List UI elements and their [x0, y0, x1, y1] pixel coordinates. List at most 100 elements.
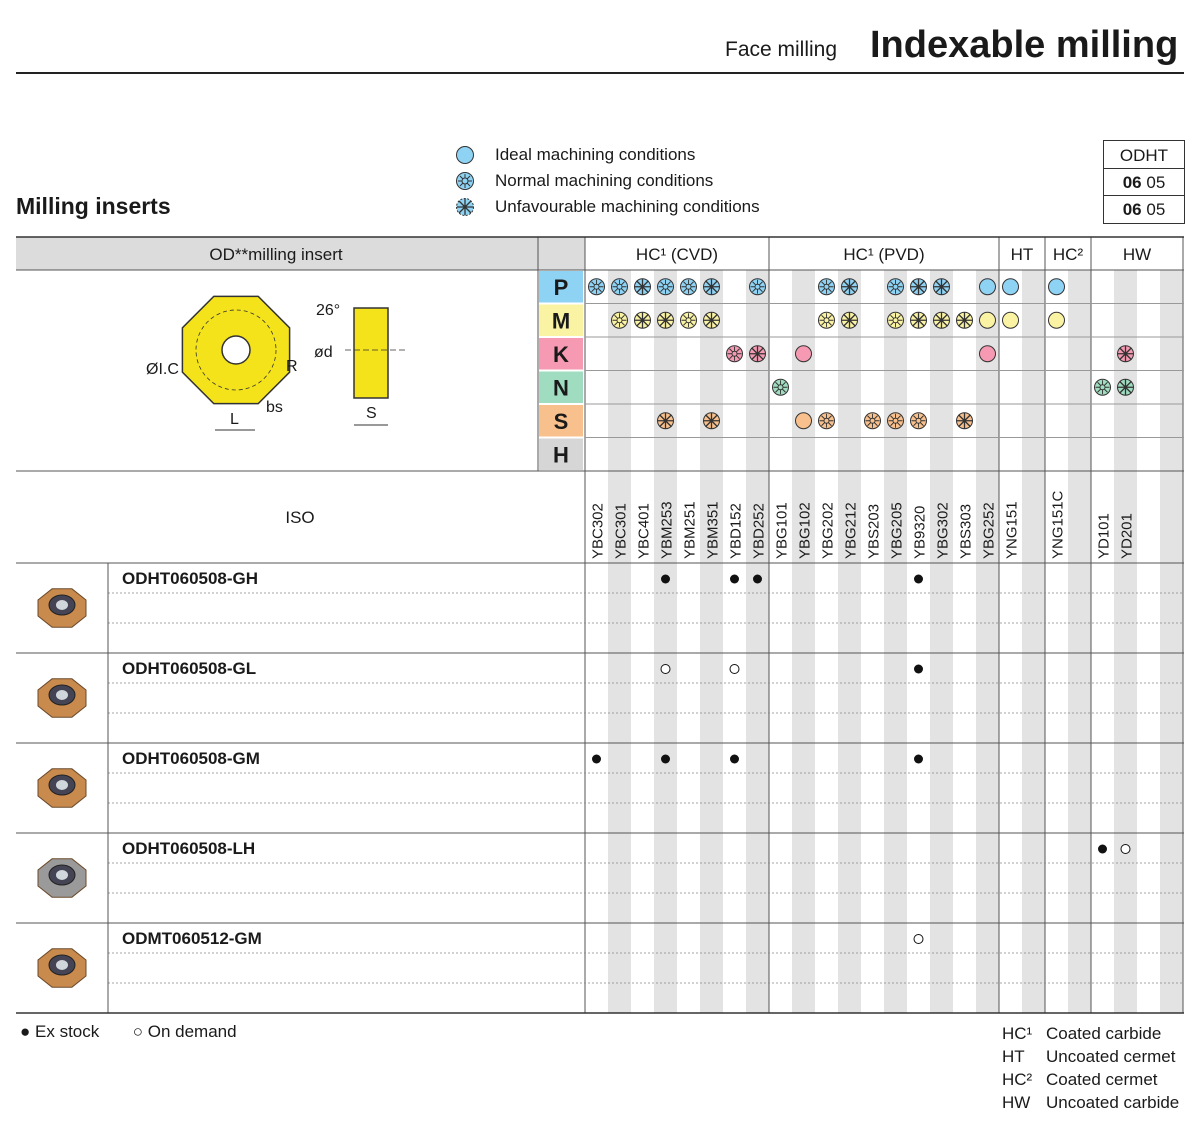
material-cell: [539, 438, 583, 470]
ex-stock-dot: [661, 754, 670, 764]
suitability-normal: [657, 278, 674, 296]
column-stripe: [1114, 270, 1137, 1013]
bore-label: ød: [314, 344, 333, 361]
odht-divider: [1104, 168, 1184, 169]
suitability-normal: [818, 278, 835, 296]
material-letter: H: [553, 442, 569, 467]
odht-row-1-bold: 06: [1122, 173, 1142, 192]
ex-stock-icon: ●: [20, 1022, 31, 1041]
abbr-row: HC¹ Coated carbide: [1002, 1024, 1179, 1047]
column-stripe: [838, 270, 861, 1013]
insert-circle: [195, 309, 277, 391]
suitability-unfav: [1117, 345, 1134, 363]
suitability-normal: [611, 278, 628, 296]
insert-thumbnail-hole: [56, 780, 68, 790]
column-stripe: [1160, 270, 1183, 1013]
grade-label: YBS303: [958, 504, 975, 559]
grade-label: YNG151C: [1050, 490, 1067, 559]
odht-size-box: ODHT 06 05 06 05: [1103, 140, 1185, 224]
grade-label: YB9320: [912, 506, 929, 559]
odht-row-1: 06 05: [1104, 173, 1184, 193]
product-name: ODHT060508-GL: [122, 659, 256, 678]
abbr-value: Uncoated cermet: [1046, 1047, 1176, 1066]
suitability-unfav: [634, 278, 651, 296]
column-stripe: [884, 270, 907, 1013]
insert-side: [353, 307, 389, 399]
abbr-key: HT: [1002, 1047, 1025, 1066]
ex-stock-label: Ex stock: [35, 1022, 100, 1041]
grade-label: YBG212: [843, 502, 860, 559]
ex-stock-dot: [1098, 844, 1107, 854]
legend-label: Ideal machining conditions: [495, 145, 696, 164]
column-stripe: [1022, 270, 1045, 1013]
suitability-normal: [1094, 378, 1111, 396]
abbr-row: HT Uncoated cermet: [1002, 1047, 1179, 1070]
grade-label: YBC401: [636, 503, 653, 559]
insert-thumbnail-hole: [56, 600, 68, 610]
product-name: ODHT060508-LH: [122, 839, 255, 858]
grade-label: YBG101: [774, 502, 791, 559]
suitability-unfav: [933, 278, 950, 296]
grade-label: YBC302: [590, 503, 607, 559]
on-demand-dot: [729, 664, 740, 674]
ic-label: ØI.C: [146, 361, 179, 378]
suitability-normal: [887, 311, 904, 329]
suitability-unfav: [956, 412, 973, 430]
suitability-normal: [726, 345, 743, 363]
on-demand-icon: ○: [132, 1022, 144, 1041]
suitability-normal: [887, 412, 904, 430]
suitability-ideal: [1048, 311, 1065, 329]
suitability-unfav: [910, 278, 927, 296]
suitability-unfav: [703, 278, 720, 296]
column-stripe: [1068, 270, 1091, 1013]
ex-stock-dot: [914, 664, 923, 674]
on-demand-dot: [1120, 844, 1131, 854]
product-name: ODHT060508-GM: [122, 749, 260, 768]
abbr-value: Uncoated carbide: [1046, 1093, 1180, 1112]
l-label: L: [230, 411, 239, 428]
odht-row-2: 06 05: [1104, 200, 1184, 220]
insert-drawing: 26° ød ØI.C Rbs L S: [146, 295, 408, 431]
column-stripe: [654, 270, 677, 1013]
suitability-normal: [818, 412, 835, 430]
material-cell: [539, 271, 583, 303]
ex-stock-dot: [661, 574, 670, 584]
column-stripe: [700, 270, 723, 1013]
column-stripe: [608, 270, 631, 1013]
suitability-ideal: [1002, 311, 1019, 329]
iso-header: ISO: [285, 508, 314, 527]
suitability-unfav: [703, 311, 720, 329]
on-demand-dot: [660, 664, 671, 674]
ex-stock-dot: [914, 574, 923, 584]
suitability-ideal: [979, 278, 996, 296]
group-header-band: [585, 237, 1184, 270]
column-stripe: [746, 270, 769, 1013]
ideal-circle-icon: [456, 146, 474, 164]
page-title: Indexable milling: [870, 24, 1179, 66]
grade-label: YBG102: [797, 502, 814, 559]
abbr-key: HW: [1002, 1093, 1031, 1112]
suitability-ideal: [795, 345, 812, 363]
header-divider: [16, 72, 1184, 74]
abbr-value: Coated cermet: [1046, 1070, 1158, 1089]
grade-label: YD201: [1119, 513, 1136, 559]
grade-label: YBG252: [981, 502, 998, 559]
odht-row-2-value: 05: [1146, 200, 1166, 219]
group-header: HC²: [1053, 245, 1084, 264]
grade-label: YBM351: [705, 501, 722, 559]
legend-label: Normal machining conditions: [495, 171, 714, 190]
suitability-ideal: [979, 345, 996, 363]
material-cell: [539, 371, 583, 403]
grade-label: YBG205: [889, 502, 906, 559]
on-demand-dot: [913, 934, 924, 944]
suitability-ideal: [979, 311, 996, 329]
grade-label: YBC301: [613, 503, 630, 559]
suitability-unfav: [841, 278, 858, 296]
insert-thumbnail-hole: [56, 870, 68, 880]
section-title: Milling inserts: [16, 193, 171, 219]
insert-grade-table: OD**milling insert HC¹ (CVD) HC¹ (PVD) HT HC…: [16, 236, 1184, 1014]
suitability-ideal: [1002, 278, 1019, 296]
ex-stock-dot: [753, 574, 762, 584]
abbr-row: HW Uncoated carbide: [1002, 1093, 1179, 1116]
insert-thumbnail-hole: [56, 690, 68, 700]
